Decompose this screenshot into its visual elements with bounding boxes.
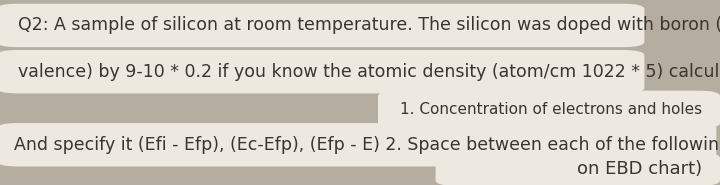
FancyBboxPatch shape	[0, 50, 644, 93]
Text: valence) by 9-10 * 0.2 if you know the atomic density (atom/cm 1022 * 5) calcula: valence) by 9-10 * 0.2 if you know the a…	[18, 63, 720, 81]
Text: Q2: A sample of silicon at room temperature. The silicon was doped with boron (I: Q2: A sample of silicon at room temperat…	[18, 16, 720, 34]
FancyBboxPatch shape	[0, 4, 644, 47]
FancyBboxPatch shape	[436, 153, 720, 185]
Text: 1. Concentration of electrons and holes: 1. Concentration of electrons and holes	[400, 102, 702, 117]
Text: on EBD chart): on EBD chart)	[577, 160, 702, 178]
FancyBboxPatch shape	[0, 123, 716, 166]
FancyBboxPatch shape	[378, 91, 720, 129]
Text: And specify it (Efi - Efp), (Ec-Efp), (Efp - E) 2. Space between each of the fol: And specify it (Efi - Efp), (Ec-Efp), (E…	[14, 136, 720, 154]
